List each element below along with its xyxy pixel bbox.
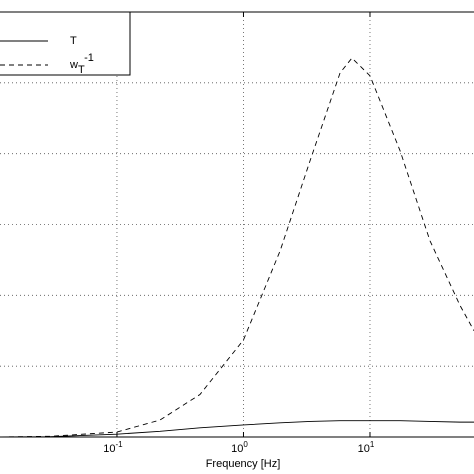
x-tick-label: 10-1 — [103, 440, 123, 455]
x-axis-label: Frequency [Hz] — [206, 458, 281, 470]
x-tick-label: 100 — [231, 440, 248, 455]
series-line — [0, 57, 474, 438]
legend-box — [0, 11, 131, 76]
series-line — [0, 420, 474, 438]
legend-label: T — [70, 35, 77, 47]
legend-label: wT-1 — [69, 52, 94, 76]
x-tick-label: 101 — [358, 440, 375, 455]
